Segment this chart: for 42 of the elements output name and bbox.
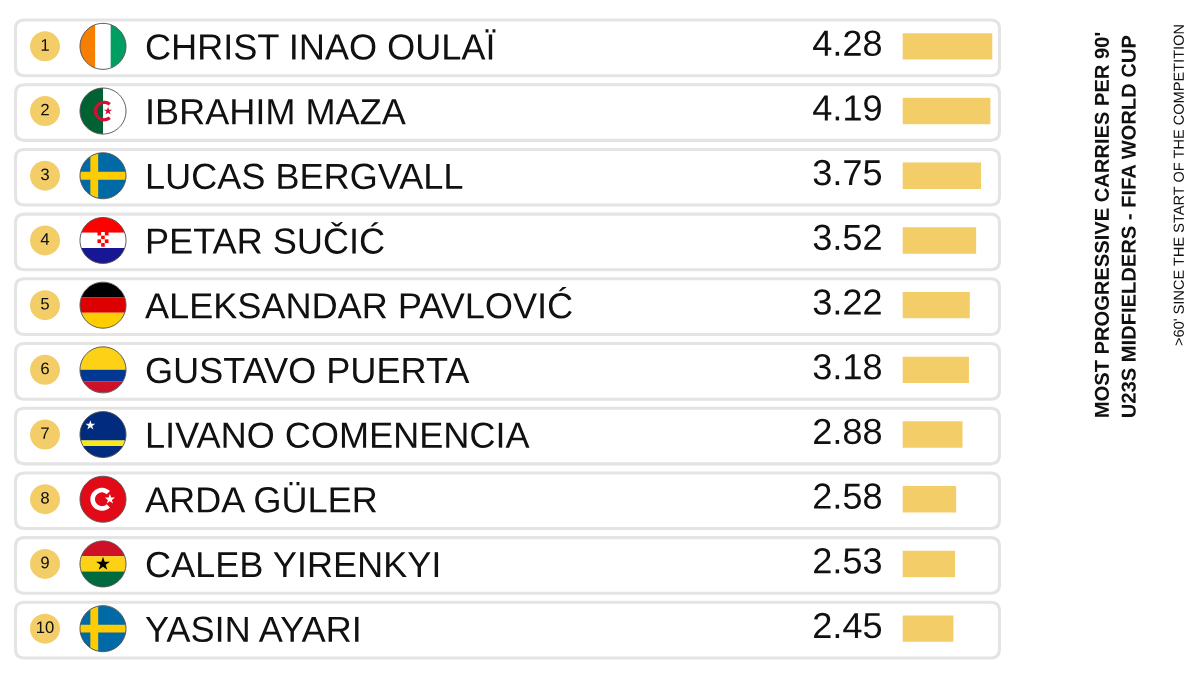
- bar: [902, 484, 958, 514]
- y-tick-label: ALEKSANDAR PAVLOVIĆ: [145, 286, 572, 319]
- y-tick-label: CHRIST INAO OULAÏ: [146, 29, 496, 60]
- bar: [902, 355, 971, 385]
- bar: [902, 225, 978, 256]
- bar: [902, 419, 964, 450]
- text: >60' SINCE THE START OF THE COMPETITION: [1173, 25, 1184, 346]
- data-label: 3.75: [813, 159, 882, 186]
- text: 4: [40, 233, 50, 245]
- bar: [902, 31, 993, 61]
- text: MOST PROGRESSIVE CARRIES PER 90' U23S MIDFIELDERS - FIFA WORLD CUP: [1094, 32, 1136, 417]
- text: 7: [41, 427, 49, 439]
- y-tick-label: PETAR SUČIĆ: [147, 221, 384, 254]
- text: 10: [37, 621, 54, 634]
- data-label: 3.18: [813, 353, 881, 380]
- y-tick-label: IBRAHIM MAZA: [148, 99, 406, 125]
- y-tick-label: CALEB YIRENKYI: [146, 551, 439, 578]
- data-label: 4.19: [813, 95, 881, 121]
- bar: [902, 96, 992, 126]
- text: 5: [41, 297, 49, 310]
- bar: [902, 614, 955, 644]
- text: 2: [41, 103, 49, 116]
- y-tick-label: LIVANO COMENENCIA: [147, 422, 530, 448]
- y-tick-label: GUSTAVO PUERTA: [146, 357, 470, 384]
- data-label: 2.45: [814, 612, 882, 639]
- bar: [902, 290, 972, 320]
- text: 8: [41, 491, 49, 504]
- y-tick-label: YASIN AYARI: [145, 616, 359, 643]
- data-label: 2.53: [814, 548, 881, 574]
- data-label: 3.52: [813, 224, 881, 251]
- text: 9: [41, 556, 49, 569]
- text: 3: [41, 168, 49, 181]
- text: 1: [41, 39, 49, 51]
- y-tick-label: ARDA GÜLER: [145, 482, 377, 513]
- data-label: 4.28: [813, 30, 881, 57]
- text: 6: [41, 362, 49, 375]
- data-label: 2.88: [814, 418, 881, 445]
- bar: [902, 549, 957, 579]
- data-label: 3.22: [813, 289, 881, 315]
- data-label: 2.58: [814, 483, 881, 509]
- bar: [902, 161, 983, 191]
- y-tick-label: LUCAS BERGVALL: [147, 163, 463, 190]
